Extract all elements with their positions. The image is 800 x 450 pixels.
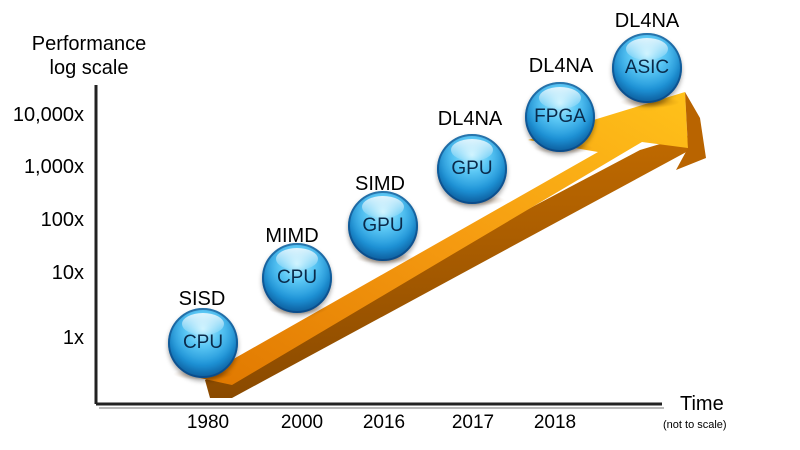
stage-architecture-label: DL4NA xyxy=(528,55,594,77)
stage-sphere: ASIC xyxy=(612,33,682,103)
stage-architecture-label: SIMD xyxy=(355,173,405,195)
stage-processor-label: CPU xyxy=(276,267,318,288)
y-tick: 1x xyxy=(62,327,84,349)
x-axis-subtitle: (not to scale) xyxy=(663,419,727,431)
stage-sphere: GPU xyxy=(437,134,507,204)
x-tick: 2017 xyxy=(451,412,495,433)
y-axis-title-line1: Performance xyxy=(31,33,147,55)
arrow-side-face xyxy=(205,135,690,398)
stage-architecture-label: MIMD xyxy=(265,225,319,247)
stage-processor-label: CPU xyxy=(182,332,224,353)
stage-processor-label: GPU xyxy=(362,215,404,236)
y-tick: 100x xyxy=(40,209,84,231)
y-axis-ticks: 10,000x 1,000x 100x 10x 1x xyxy=(0,0,84,450)
y-tick: 10x xyxy=(51,262,84,284)
stage-architecture-label: DL4NA xyxy=(437,108,503,130)
x-tick: 2018 xyxy=(533,412,577,433)
stage-architecture-label: SISD xyxy=(178,288,226,310)
y-tick: 10,000x xyxy=(12,104,84,126)
y-tick: 1,000x xyxy=(23,156,84,178)
stage-architecture-label: DL4NA xyxy=(614,10,680,32)
stage-processor-label: FPGA xyxy=(534,106,586,127)
x-axis-title: Time xyxy=(680,393,724,415)
stage-sphere: CPU xyxy=(262,243,332,313)
x-tick: 2000 xyxy=(280,412,324,433)
x-tick: 1980 xyxy=(186,412,230,433)
stage-processor-label: ASIC xyxy=(624,57,670,78)
stage-processor-label: GPU xyxy=(451,158,493,179)
growth-arrow xyxy=(200,92,706,398)
y-axis-title-line2: log scale xyxy=(49,57,129,79)
y-axis-title: Performance log scale xyxy=(14,32,164,80)
stage-sphere: GPU xyxy=(348,191,418,261)
x-tick: 2016 xyxy=(362,412,406,433)
stage-sphere: FPGA xyxy=(525,82,595,152)
arrow-top-face xyxy=(200,92,688,385)
stage-sphere: CPU xyxy=(168,308,238,378)
arrow-head-side xyxy=(676,92,706,170)
